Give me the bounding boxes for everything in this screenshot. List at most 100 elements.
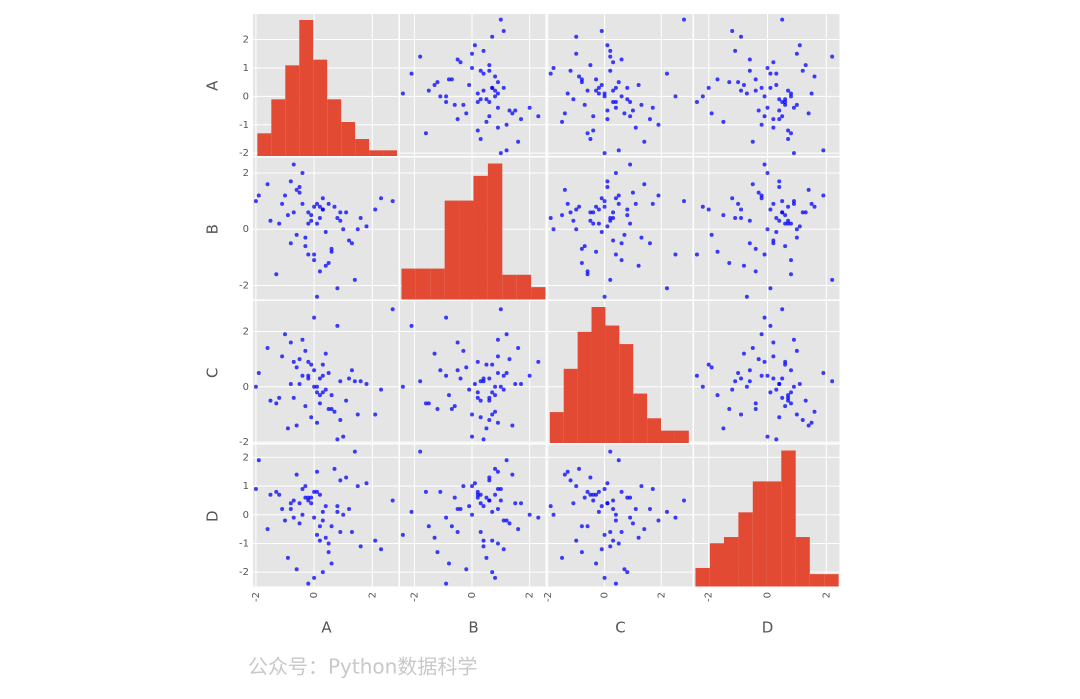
scatter-point bbox=[317, 269, 322, 274]
scatter-point bbox=[613, 85, 618, 90]
hist-bar bbox=[473, 175, 488, 300]
scatter-point bbox=[504, 122, 509, 127]
scatter-point bbox=[315, 201, 320, 206]
scatter-point bbox=[297, 501, 302, 506]
scatter-point bbox=[285, 426, 290, 431]
scatter-point bbox=[628, 495, 633, 500]
scatter-point bbox=[619, 529, 624, 534]
y-tick-label: 2 bbox=[243, 326, 249, 337]
scatter-point bbox=[727, 80, 732, 85]
scatter-point bbox=[338, 210, 343, 215]
scatter-point bbox=[625, 85, 630, 90]
scatter-point bbox=[297, 185, 302, 190]
scatter-point bbox=[605, 179, 610, 184]
scatter-point bbox=[315, 390, 320, 395]
scatter-point bbox=[472, 43, 477, 48]
scatter-point bbox=[642, 139, 647, 144]
scatter-point bbox=[780, 395, 785, 400]
scatter-point bbox=[481, 376, 486, 381]
scatter-point bbox=[636, 263, 641, 268]
scatter-point bbox=[283, 332, 288, 337]
scatter-point bbox=[291, 395, 296, 400]
scatter-point bbox=[694, 100, 699, 105]
scatter-point bbox=[484, 495, 489, 500]
scatter-point bbox=[786, 221, 791, 226]
scatter-point bbox=[783, 362, 788, 367]
scatter-point bbox=[574, 227, 579, 232]
scatter-point bbox=[613, 100, 618, 105]
scatter-point bbox=[562, 472, 567, 477]
scatter-point bbox=[774, 83, 779, 87]
scatter-point bbox=[379, 387, 384, 392]
scatter-point bbox=[551, 512, 556, 517]
scatter-point bbox=[493, 409, 498, 414]
scatter-point bbox=[616, 458, 621, 463]
scatter-point bbox=[490, 570, 495, 575]
scatter-point bbox=[306, 376, 311, 381]
scatter-point bbox=[527, 105, 532, 110]
scatter-point bbox=[625, 97, 630, 102]
scatter-point bbox=[747, 57, 752, 62]
x-tick-label: 2 bbox=[367, 592, 378, 598]
scatter-point bbox=[306, 221, 311, 226]
scatter-point bbox=[490, 412, 495, 417]
y-axis-label: A bbox=[204, 80, 222, 91]
scatter-point bbox=[320, 509, 325, 514]
scatter-point bbox=[335, 437, 340, 442]
scatter-point bbox=[358, 544, 363, 549]
scatter-point bbox=[630, 521, 635, 526]
scatter-point bbox=[510, 111, 515, 116]
scatter-point bbox=[783, 359, 788, 364]
scatter-point bbox=[504, 518, 509, 523]
scatter-point bbox=[513, 501, 518, 506]
scatter-point bbox=[736, 201, 741, 206]
hist-bar bbox=[401, 268, 416, 300]
scatter-point bbox=[452, 495, 457, 500]
scatter-point bbox=[306, 210, 311, 215]
x-axis-label: A bbox=[321, 619, 332, 637]
scatter-point bbox=[303, 235, 308, 240]
scatter-point bbox=[602, 204, 607, 209]
scatter-point bbox=[309, 213, 314, 218]
x-tick-label: 0 bbox=[309, 592, 320, 598]
scatter-point bbox=[291, 210, 296, 215]
scatter-point bbox=[256, 193, 261, 198]
cell-background bbox=[547, 157, 693, 300]
scatter-point bbox=[277, 492, 282, 497]
scatter-point bbox=[285, 555, 290, 560]
cell bbox=[548, 449, 686, 586]
scatter-point bbox=[774, 387, 779, 392]
scatter-point bbox=[516, 139, 521, 144]
scatter-point bbox=[596, 221, 601, 226]
scatter-point bbox=[409, 509, 414, 514]
scatter-point bbox=[794, 412, 799, 417]
scatter-point bbox=[446, 393, 451, 398]
scatter-point bbox=[789, 91, 793, 96]
scatter-point bbox=[291, 162, 296, 167]
scatter-point bbox=[777, 415, 782, 420]
scatter-point bbox=[280, 507, 285, 512]
scatter-point bbox=[560, 213, 565, 218]
scatter-point bbox=[551, 227, 556, 232]
cell bbox=[548, 17, 686, 156]
scatter-point bbox=[347, 238, 352, 243]
scatter-point bbox=[739, 88, 744, 93]
scatter-point bbox=[323, 230, 328, 235]
scatter-point bbox=[256, 370, 261, 375]
scatter-point bbox=[774, 230, 779, 235]
scatter-point bbox=[599, 547, 604, 552]
scatter-point bbox=[736, 370, 741, 375]
scatter-point bbox=[458, 507, 463, 512]
scatter-point bbox=[650, 105, 655, 110]
scatter-point bbox=[315, 489, 320, 494]
cell bbox=[253, 307, 395, 442]
scatter-point bbox=[786, 393, 791, 398]
hist-bar bbox=[444, 200, 460, 300]
scatter-point bbox=[475, 91, 480, 96]
scatter-point bbox=[326, 550, 331, 555]
scatter-point bbox=[495, 420, 500, 425]
scatter-point bbox=[599, 29, 604, 34]
scatter-point bbox=[548, 215, 553, 220]
scatter-point bbox=[390, 307, 395, 312]
scatter-point bbox=[461, 102, 466, 107]
